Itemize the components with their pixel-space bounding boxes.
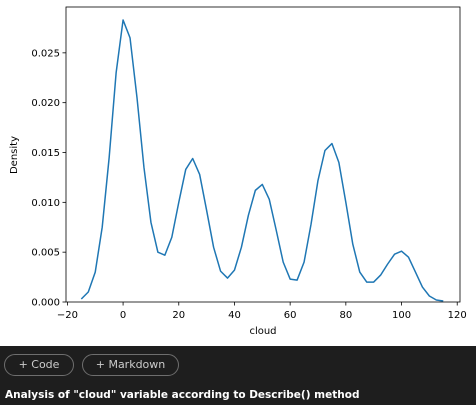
x-tick-label: 100	[392, 310, 411, 321]
add-code-button[interactable]: + Code	[4, 354, 74, 376]
add-markdown-button[interactable]: + Markdown	[82, 354, 179, 376]
x-tick-label: 0	[120, 310, 126, 321]
chart: cloud Density 0.000 0.005 0.010 0.015 0.020 0…	[9, 6, 467, 337]
x-tick-label: 120	[448, 310, 467, 321]
y-tick-label: 0.025	[31, 48, 60, 59]
y-tick-label: 0.020	[31, 98, 60, 109]
y-tick-label: 0.015	[31, 148, 60, 159]
density-line	[80, 19, 444, 302]
x-axis-label: cloud	[249, 326, 276, 337]
y-tick-label: 0.010	[31, 198, 60, 209]
y-tick-label: 0.005	[31, 248, 60, 259]
output-area: cloud Density 0.000 0.005 0.010 0.015 0.020 0…	[0, 0, 476, 346]
y-axis-label: Density	[9, 136, 20, 174]
x-tick-label: 20	[172, 310, 185, 321]
y-tick-label: 0.000	[31, 298, 60, 309]
x-tick-label: −20	[57, 310, 78, 321]
x-tick-label: 60	[284, 310, 297, 321]
x-tick-label: 40	[228, 310, 241, 321]
x-tick-label: 80	[339, 310, 352, 321]
markdown-heading: Analysis of "cloud" variable according t…	[5, 389, 360, 401]
plot-frame	[65, 6, 461, 303]
